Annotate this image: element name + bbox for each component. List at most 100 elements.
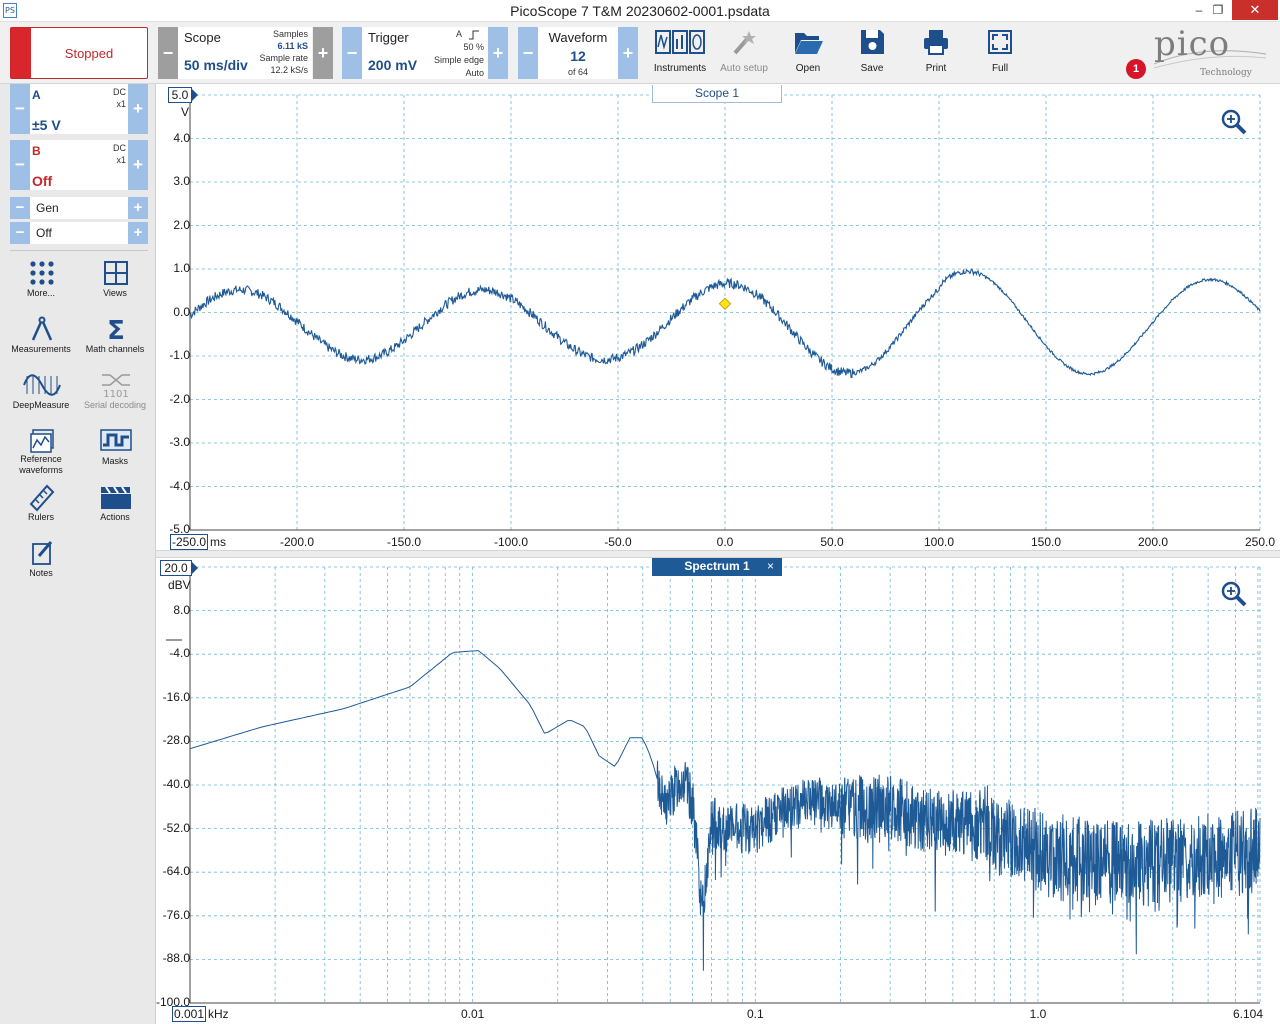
toolbar: Stopped − Scope 50 ms/div Samples 6.11 k… <box>0 22 1280 84</box>
views-grid-icon <box>104 261 128 285</box>
generator-increase[interactable]: + <box>128 197 148 219</box>
scope-y-top-box[interactable]: 5.0 <box>168 87 192 103</box>
actions-button[interactable]: Actions <box>78 482 152 534</box>
tab-spectrum-1[interactable]: Spectrum 1 × <box>652 558 782 576</box>
spectrum-zoom-icon[interactable] <box>1220 580 1248 608</box>
generator-state-row[interactable]: − Off + <box>10 222 148 244</box>
generator-row[interactable]: − Gen + <box>10 197 148 219</box>
spectrum-x-first-box[interactable]: 0.001 <box>172 1006 206 1022</box>
samples-value: 6.11 kS <box>277 41 308 51</box>
deepmeasure-icon <box>23 374 61 396</box>
trigger-decrease-button[interactable]: − <box>342 27 362 79</box>
timebase-group[interactable]: Scope 50 ms/div Samples 6.11 kS Sample r… <box>178 27 312 79</box>
waveform-group[interactable]: Waveform 12 of 64 <box>538 27 618 79</box>
reference-waveform-icon <box>30 429 54 453</box>
spectrum-trace-channel-a <box>189 650 1261 971</box>
instruments-button[interactable]: Instruments <box>650 25 710 81</box>
scope-x-first-box[interactable]: -250.0 <box>170 534 208 550</box>
spectrum-y-top-box[interactable]: 20.0 <box>160 560 192 576</box>
logo-swoosh-icon <box>1153 50 1267 69</box>
notification-badge[interactable]: 1 <box>1126 59 1146 79</box>
channel-a-panel[interactable]: − A DC x1 ±5 V + <box>10 84 148 134</box>
channel-b-range: Off <box>32 173 53 189</box>
trigger-percent: 50 % <box>463 42 484 52</box>
waveform-count: of 64 <box>567 67 589 77</box>
spectrum-x-tick-label: 6.104 <box>1232 1007 1264 1021</box>
full-label: Full <box>991 63 1009 74</box>
measurements-button[interactable]: Measurements <box>4 314 78 366</box>
channel-a-range-increase[interactable]: + <box>128 84 148 134</box>
scope-x-tick-label: 250.0 <box>1244 535 1276 549</box>
scope-x-tick-label: 200.0 <box>1137 535 1169 549</box>
math-channels-label: Math channels <box>85 344 145 354</box>
notes-button[interactable]: Notes <box>4 538 78 590</box>
trigger-increase-button[interactable]: + <box>488 27 508 79</box>
spectrum-x-unit: kHz <box>208 1007 229 1021</box>
trigger-group[interactable]: Trigger 200 mV A 50 % Simple edge Auto <box>362 27 488 79</box>
trigger-label: Trigger <box>368 30 409 45</box>
generator-state-decrease[interactable]: − <box>10 222 30 244</box>
compass-icon <box>31 316 53 341</box>
rulers-button[interactable]: Rulers <box>4 482 78 534</box>
open-button[interactable]: Open <box>778 25 838 81</box>
channel-b-panel[interactable]: − B DC x1 Off + <box>10 140 148 190</box>
trigger-type: Simple edge <box>433 55 484 65</box>
spectrum-y-tick-label: -100.0 <box>155 995 190 1009</box>
logo-subtitle: Technology <box>1200 68 1252 78</box>
serial-decoding-button[interactable]: 1101 Serial decoding <box>78 370 152 422</box>
timebase-decrease-button[interactable]: − <box>158 27 178 79</box>
channel-b-range-increase[interactable]: + <box>128 140 148 190</box>
tab-scope-1[interactable]: Scope 1 <box>652 85 782 103</box>
run-stop-button[interactable]: Stopped <box>10 27 148 79</box>
view-divider[interactable] <box>156 550 1280 558</box>
channel-b-range-decrease[interactable]: − <box>10 140 30 190</box>
print-button[interactable]: Print <box>906 25 966 81</box>
scope-y-tick-label: -3.0 <box>169 435 190 449</box>
rising-edge-icon <box>469 30 479 40</box>
reference-waveforms-button[interactable]: Reference waveforms <box>4 426 78 478</box>
masks-button[interactable]: Masks <box>78 426 152 478</box>
waveform-previous-button[interactable]: − <box>518 27 538 79</box>
instruments-icon <box>655 30 705 54</box>
generator-decrease[interactable]: − <box>10 197 30 219</box>
serial-decoding-icon: 1101 <box>102 374 130 400</box>
channel-a-range: ±5 V <box>32 117 61 133</box>
generator-state-increase[interactable]: + <box>128 222 148 244</box>
scope-y-arrow-icon <box>192 89 198 101</box>
sidebar-divider <box>10 250 148 251</box>
math-channels-button[interactable]: Σ Math channels <box>78 314 152 366</box>
deepmeasure-label: DeepMeasure <box>12 400 70 410</box>
spectrum-tab-label: Spectrum 1 <box>684 559 750 573</box>
serial-decoding-label: Serial decoding <box>83 400 147 410</box>
open-label: Open <box>795 63 821 74</box>
spectrum-tab-close-icon[interactable]: × <box>766 559 774 573</box>
timebase-increase-button[interactable]: + <box>313 27 333 79</box>
scope-x-tick-label: -100.0 <box>493 535 529 549</box>
restore-button[interactable]: ❐ <box>1212 3 1224 17</box>
more-button[interactable]: More... <box>4 258 78 310</box>
samples-label: Samples <box>272 29 308 39</box>
scope-y-tick-label: 0.0 <box>173 304 190 319</box>
views-button[interactable]: Views <box>78 258 152 310</box>
scope-zoom-icon[interactable] <box>1220 108 1248 136</box>
save-button[interactable]: Save <box>842 25 902 81</box>
spectrum-view[interactable] <box>156 558 1280 1024</box>
scope-view[interactable] <box>156 84 1280 550</box>
channel-a-range-decrease[interactable]: − <box>10 84 30 134</box>
scope-x-tick-label: -50.0 <box>604 535 632 549</box>
instruments-label: Instruments <box>653 63 707 74</box>
minimize-button[interactable]: – <box>1195 3 1203 17</box>
auto-setup-button[interactable]: Auto setup <box>714 25 774 81</box>
scope-y-tick-label: -4.0 <box>169 478 190 493</box>
deepmeasure-button[interactable]: DeepMeasure <box>4 370 78 422</box>
scope-y-tick-label: 4.0 <box>173 130 190 145</box>
notes-icon <box>32 541 53 565</box>
scope-y-unit: V <box>181 105 190 119</box>
waveform-next-button[interactable]: + <box>618 27 638 79</box>
scope-x-tick-label: 0.0 <box>716 535 734 549</box>
full-screen-button[interactable]: Full <box>970 25 1030 81</box>
close-window-button[interactable]: ✕ <box>1232 0 1278 20</box>
trigger-marker-icon <box>718 297 732 311</box>
